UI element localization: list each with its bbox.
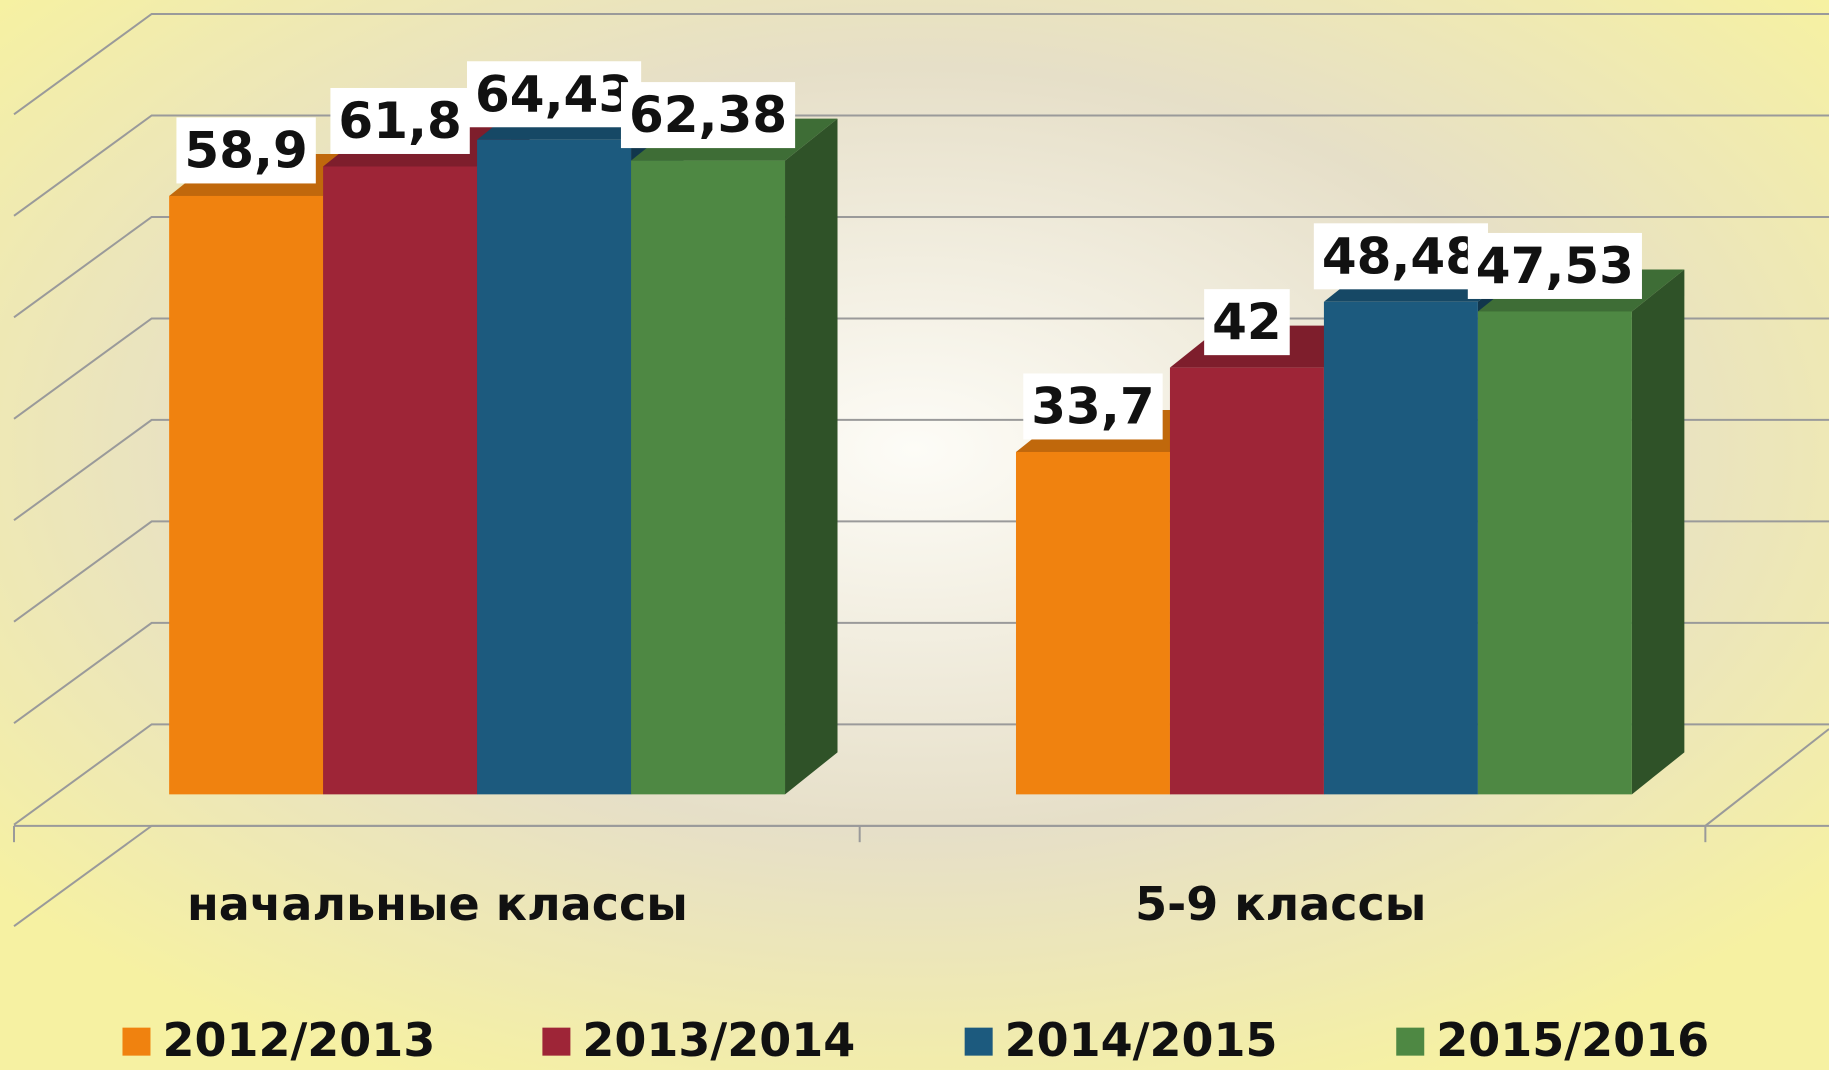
bar [1015, 451, 1170, 795]
data-label-box [1204, 289, 1290, 356]
bar [1169, 367, 1324, 795]
legend-swatch [122, 1027, 151, 1056]
data-label-box [1313, 223, 1488, 290]
bar-side [785, 118, 838, 795]
data-label-box [466, 61, 642, 128]
x-tick-label: 5-9 классы [1135, 877, 1426, 931]
data-label: 64,43 [475, 65, 633, 123]
data-label-box [1023, 373, 1163, 440]
data-label: 62,38 [629, 86, 787, 144]
data-label: 61,8 [338, 92, 461, 150]
legend-label: 2015/2016 [1436, 1013, 1709, 1067]
legend-label: 2014/2015 [1005, 1013, 1278, 1067]
x-tick-label: начальные классы [187, 877, 688, 931]
bar [631, 160, 786, 795]
bar [477, 139, 632, 795]
bar [1477, 311, 1632, 795]
data-label: 47,53 [1476, 237, 1634, 295]
grid-line [13, 215, 1829, 319]
data-label: 33,7 [1031, 377, 1154, 435]
data-label-box [330, 87, 470, 154]
legend-swatch [1396, 1027, 1425, 1056]
bar [323, 166, 478, 795]
data-label-box [176, 117, 316, 184]
data-label-box [1467, 232, 1642, 299]
bar [1323, 301, 1478, 795]
legend-label: 2012/2013 [162, 1013, 435, 1067]
data-label: 58,9 [184, 121, 307, 179]
data-label-box [620, 82, 796, 149]
legend-swatch [542, 1027, 571, 1056]
grid-line [13, 12, 1829, 116]
data-label: 48,48 [1322, 227, 1480, 285]
grid-line [13, 114, 1829, 217]
legend-swatch [964, 1027, 993, 1056]
floor [13, 728, 1829, 827]
data-label: 42 [1212, 293, 1282, 351]
legend-label: 2013/2014 [582, 1013, 855, 1067]
bar [169, 195, 324, 795]
bar-side [1631, 269, 1685, 795]
